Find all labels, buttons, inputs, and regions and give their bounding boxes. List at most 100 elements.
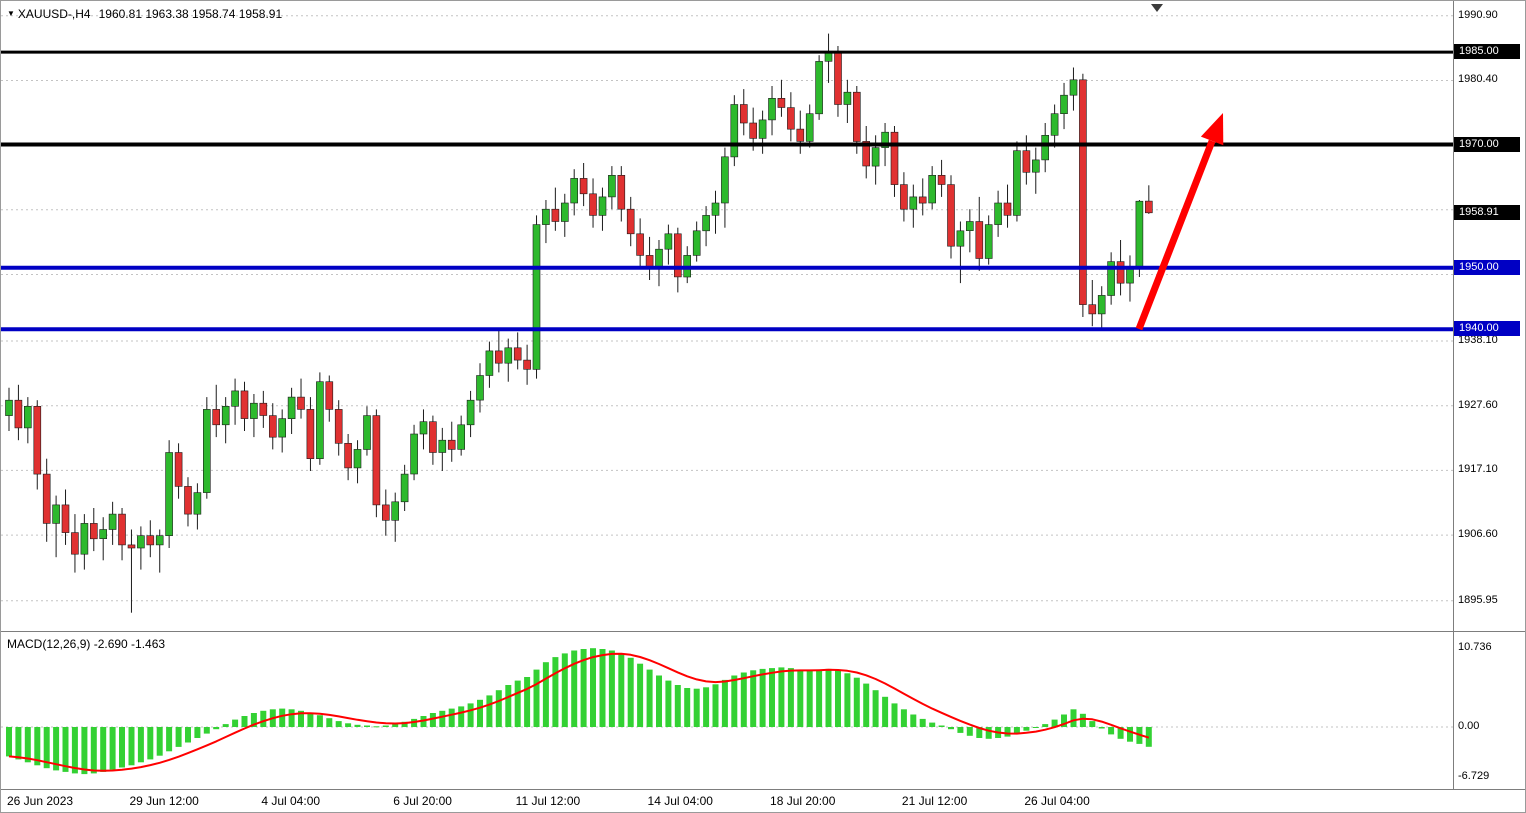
candle-bear — [1079, 79, 1087, 305]
macd-histogram-bar — [533, 669, 540, 727]
macd-histogram-bar — [250, 713, 257, 727]
macd-histogram-bar — [213, 727, 220, 730]
macd-histogram-bar — [721, 679, 728, 727]
macd-histogram-bar — [119, 727, 125, 768]
candle-bear — [796, 128, 805, 142]
macd-histogram-bar — [364, 725, 370, 727]
macd-histogram-bar — [712, 684, 719, 727]
candle-bear — [834, 51, 842, 105]
macd-histogram-bar — [260, 710, 267, 727]
macd-histogram-bar — [166, 727, 173, 752]
date-label: 29 Jun 12:00 — [129, 794, 199, 808]
candle-bull — [80, 523, 89, 555]
macd-histogram-bar — [985, 727, 992, 739]
macd-histogram-bar — [137, 727, 144, 763]
macd-histogram-bar — [844, 673, 851, 727]
macd-histogram-bar — [656, 675, 662, 727]
macd-indicator-label: MACD(12,26,9) -2.690 -1.463 — [7, 637, 166, 651]
candle-bull — [1069, 79, 1078, 96]
macd-canvas[interactable] — [1, 632, 1453, 789]
candle-bear — [852, 91, 861, 142]
macd-histogram-bar — [948, 727, 954, 730]
candle-bull — [193, 492, 202, 515]
candle-bear — [589, 193, 597, 216]
macd-histogram-bar — [1032, 727, 1039, 728]
trend-arrow-annotation[interactable] — [1135, 113, 1224, 331]
macd-histogram-bar — [693, 688, 700, 727]
candle-bull — [1060, 94, 1068, 114]
macd-histogram-bar — [34, 727, 41, 766]
candle-bull — [316, 381, 324, 460]
date-label: 11 Jul 12:00 — [515, 794, 581, 808]
candle-bear — [551, 208, 560, 222]
candle-bull — [881, 131, 889, 148]
axis-separator — [1453, 1, 1454, 631]
candle-bull — [532, 224, 541, 370]
candle-bear — [33, 405, 42, 475]
macd-histogram-bar — [298, 710, 304, 727]
macd-histogram-bar — [929, 722, 936, 727]
axis-separator — [1453, 632, 1454, 789]
candle-bear — [61, 504, 70, 533]
price-chart-canvas[interactable] — [1, 1, 1453, 631]
macd-histogram-bar — [194, 727, 201, 738]
candle-bear — [344, 442, 352, 469]
date-label: 14 Jul 04:00 — [647, 794, 713, 808]
candle-bull — [438, 439, 447, 453]
macd-histogram-bar — [326, 718, 333, 727]
candle-bear — [306, 409, 315, 459]
macd-histogram-bar — [524, 677, 531, 727]
macd-histogram-bar — [288, 709, 295, 727]
date-label: 18 Jul 20:00 — [770, 794, 836, 808]
macd-histogram-bar — [665, 680, 672, 727]
macd-histogram-bar — [882, 696, 889, 727]
candle-bull — [570, 178, 579, 204]
date-label: 26 Jul 04:00 — [1024, 794, 1090, 808]
macd-histogram-bar — [891, 703, 898, 727]
candle-bull — [711, 202, 720, 216]
macd-histogram-bar — [590, 648, 596, 727]
chart-shift-marker-icon[interactable] — [1151, 4, 1163, 12]
candle-bear — [1022, 150, 1031, 173]
candle-bear — [174, 452, 183, 487]
candle-bull — [1097, 295, 1106, 315]
candle-bull — [1126, 267, 1134, 284]
price-axis-label: 1990.90 — [1458, 8, 1498, 21]
candle-bull — [203, 409, 211, 493]
symbol-period-label: XAUUSD-,H4 — [17, 7, 91, 21]
candle-bear — [513, 347, 522, 361]
price-axis-label: 1938.10 — [1458, 334, 1498, 347]
price-axis: 1990.90 1980.40 1938.10 1927.60 1917.10 1906.… — [1454, 1, 1525, 631]
macd-histogram-bar — [1070, 709, 1077, 727]
candle-bear — [1116, 261, 1125, 284]
macd-histogram-bar — [203, 727, 210, 734]
macd-histogram-bar — [382, 725, 389, 727]
macd-histogram-bar — [957, 727, 964, 733]
macd-histogram-bar — [6, 727, 12, 757]
candle-bear — [325, 381, 334, 410]
macd-histogram-bar — [938, 725, 945, 727]
macd-histogram-bar — [769, 668, 775, 727]
macd-histogram-bar — [147, 727, 154, 760]
candle-bear — [739, 104, 748, 124]
candle-bear — [447, 439, 456, 450]
macd-histogram-bar — [872, 690, 879, 727]
price-level-badge: 1985.00 — [1454, 44, 1520, 60]
date-label: 6 Jul 20:00 — [393, 794, 452, 808]
candle-bear — [334, 409, 343, 444]
macd-histogram-bar — [448, 708, 455, 727]
macd-histogram-bar — [740, 672, 747, 727]
candle-bull — [721, 156, 729, 204]
time-axis: 26 Jun 2023 29 Jun 12:00 4 Jul 04:00 6 Jul … — [1, 790, 1525, 812]
candle-bull — [287, 396, 296, 420]
candle-bull — [165, 452, 173, 536]
macd-axis-label: 10.736 — [1458, 640, 1492, 653]
date-label: 4 Jul 04:00 — [261, 794, 321, 808]
macd-histogram-bar — [222, 724, 229, 727]
candle-bear — [777, 98, 786, 108]
macd-histogram-bar — [571, 650, 578, 727]
macd-histogram-bar — [109, 727, 116, 770]
macd-indicator-panel: MACD(12,26,9) -2.690 -1.463 10.736 0.00 -6… — [1, 632, 1525, 790]
candle-bull — [250, 402, 258, 419]
